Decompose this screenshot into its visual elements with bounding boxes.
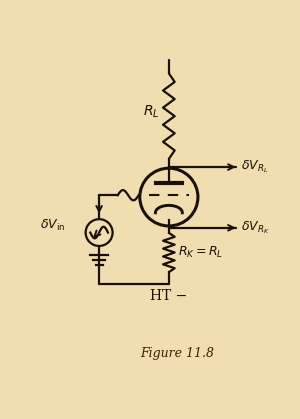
Text: HT −: HT − <box>150 290 188 303</box>
Text: $\delta V_{R_K}$: $\delta V_{R_K}$ <box>241 220 270 236</box>
Text: $\delta V_{R_L}$: $\delta V_{R_L}$ <box>241 159 268 175</box>
Text: $\delta V_{\rm in}$: $\delta V_{\rm in}$ <box>40 218 65 233</box>
Text: $R_K = R_L$: $R_K = R_L$ <box>178 245 223 260</box>
Text: Figure 11.8: Figure 11.8 <box>140 347 214 360</box>
Text: $R_L$: $R_L$ <box>143 103 160 120</box>
